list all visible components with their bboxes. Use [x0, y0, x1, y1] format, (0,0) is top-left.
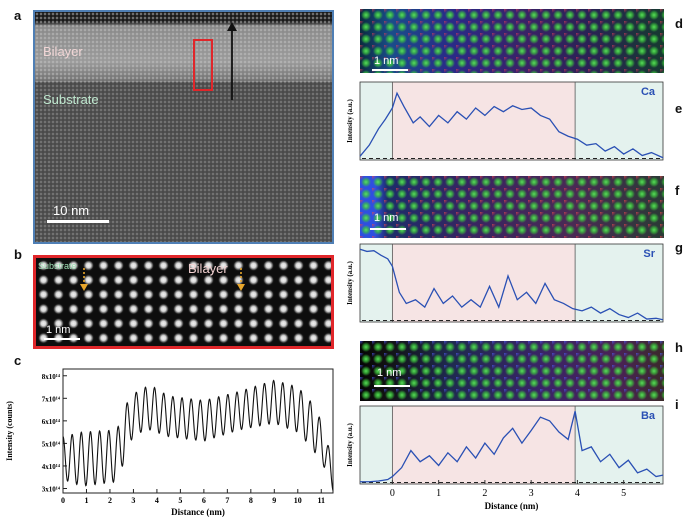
scalebar-line [372, 69, 408, 71]
x-tick-label: 0 [390, 488, 395, 499]
panel-letter-b: b [14, 247, 22, 262]
interface-arrow-left [80, 268, 88, 291]
y-tick-label: 5x10¹⁴ [42, 440, 61, 448]
panel-letter-h: h [675, 340, 683, 355]
scalebar-label: 1 nm [377, 367, 402, 379]
scalebar-line [374, 385, 410, 387]
x-tick-label: 3 [131, 496, 135, 505]
y-tick-label: 4x10¹⁴ [42, 463, 61, 471]
x-tick-label: 4 [575, 488, 580, 499]
plot-frame [359, 243, 664, 323]
panel-letter-d: d [675, 16, 683, 31]
x-tick-label: 2 [482, 488, 487, 499]
x-tick-label: 9 [272, 496, 276, 505]
substrate-shade [575, 244, 663, 322]
y-axis-label: Intensity (counts) [5, 401, 14, 461]
bilayer-shade [392, 244, 576, 322]
profile-line [359, 91, 664, 159]
x-tick-label: 4 [155, 496, 159, 505]
x-tick-label: 5 [621, 488, 626, 499]
bilayer-label: Bilayer [188, 261, 228, 276]
y-tick-label: 3x10¹⁴ [42, 485, 61, 493]
element-label: Ba [641, 410, 656, 422]
element-label: Sr [643, 248, 655, 260]
substrate-shade [575, 82, 663, 160]
scalebar-label: 10 nm [53, 203, 90, 218]
y-tick-label: 8x10¹⁴ [42, 373, 61, 381]
x-tick-label: 2 [108, 496, 112, 505]
panel-letter-i: i [675, 397, 679, 412]
selection-box [193, 39, 213, 91]
panel-b-stem-image: Substrate Bilayer 1 nm [33, 255, 334, 349]
substrate-shade [360, 244, 393, 322]
scalebar-label: 1 nm [374, 55, 399, 67]
panel-letter-c: c [14, 353, 22, 368]
y-tick-label: 6x10¹⁴ [42, 418, 61, 426]
x-tick-label: 6 [202, 496, 206, 505]
bilayer-shade [392, 82, 576, 160]
plot-frame [359, 405, 664, 485]
profile-direction-arrow [227, 22, 237, 100]
substrate-label: Substrate [38, 261, 77, 271]
x-tick-label: 1 [436, 488, 441, 499]
x-tick-label: 8 [249, 496, 253, 505]
scalebar-label: 1 nm [46, 324, 71, 336]
panel-letter-e: e [675, 101, 683, 116]
panel-letter-f: f [675, 183, 680, 198]
y-axis-label: Intensity (a.u.) [346, 422, 354, 466]
x-tick-label: 5 [178, 496, 182, 505]
x-axis-label: Distance (nm) [171, 507, 225, 517]
panel-c-intensity-chart: 3x10¹⁴ 4x10¹⁴ 5x10¹⁴ 6x10¹⁴ 7x10¹⁴ 8x10¹⁴ 0 1 2… [5, 368, 334, 517]
substrate-shade [360, 82, 393, 160]
scalebar-line [44, 338, 80, 340]
panel-d-eels-map: 1 nm [360, 9, 664, 73]
panel-letter-a: a [14, 8, 22, 23]
panel-i-ba-profile: Ba Intensity (a.u.) 0 1 2 3 4 5 Distance (nm) [346, 405, 664, 511]
plot-frame [359, 81, 664, 161]
panel-g-sr-profile: Sr Intensity (a.u.) [346, 243, 664, 323]
substrate-label: Substrate [43, 92, 99, 107]
panel-h-eels-map: 1 nm [360, 341, 664, 401]
y-axis-label: Intensity (a.u.) [346, 260, 354, 304]
panel-a-stem-image: Bilayer Substrate 10 nm [33, 10, 334, 244]
panel-letter-g: g [675, 240, 683, 255]
x-tick-label: 1 [84, 496, 88, 505]
panel-e-ca-profile: Ca Intensity (a.u.) [346, 81, 664, 161]
x-tick-label: 11 [317, 496, 325, 505]
intensity-line [62, 379, 334, 491]
x-tick-label: 7 [225, 496, 229, 505]
profile-line [359, 248, 664, 321]
x-tick-label: 3 [529, 488, 534, 499]
profile-line [360, 411, 664, 483]
scalebar-line [47, 220, 109, 223]
interface-arrow-right [237, 268, 245, 291]
y-axis-label: Intensity (a.u.) [346, 98, 354, 142]
x-tick-label: 10 [294, 496, 302, 505]
x-tick-label: 0 [61, 496, 65, 505]
x-axis-label: Distance (nm) [485, 501, 539, 511]
bilayer-region [35, 12, 332, 82]
scalebar-line [370, 228, 406, 230]
scalebar-label: 1 nm [374, 212, 399, 224]
plot-frame [62, 368, 334, 494]
substrate-shade [360, 406, 393, 484]
y-tick-label: 7x10¹⁴ [42, 395, 61, 403]
bilayer-label: Bilayer [43, 44, 83, 59]
element-label: Ca [641, 86, 656, 98]
panel-f-eels-map: 1 nm [360, 176, 664, 238]
